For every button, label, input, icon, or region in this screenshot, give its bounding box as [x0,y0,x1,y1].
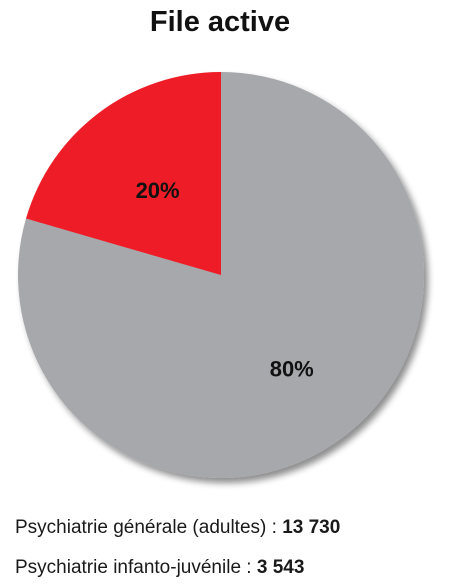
pie-chart: 80% 20% [0,58,453,498]
pie-slices [18,72,425,478]
legend-label: Psychiatrie infanto-juvénile : [15,557,257,578]
legend: Psychiatrie générale (adultes) : 13 730 … [15,508,453,588]
slice-percent-label: 80% [270,357,314,382]
pie-slice-adults [18,72,425,478]
slice-percent-label: 20% [136,178,180,203]
chart-title: File active [149,6,291,38]
legend-item-children: Psychiatrie infanto-juvénile : 3 543 [15,548,453,588]
legend-value: 13 730 [282,517,341,538]
legend-label: Psychiatrie générale (adultes) : [15,517,283,538]
pie-labels: 80% 20% [136,178,314,382]
pie-chart-svg: 80% 20% [18,72,425,478]
pie-slice-children [26,72,222,275]
legend-item-adults: Psychiatrie générale (adultes) : 13 730 [15,508,453,548]
legend-value: 3 543 [256,557,305,578]
